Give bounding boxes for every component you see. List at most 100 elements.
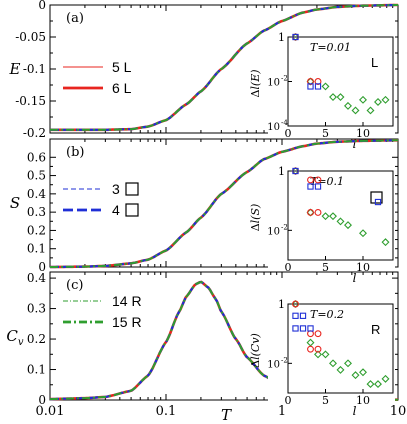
legend-label: 5 L: [112, 59, 132, 75]
panel-tag: (c): [66, 278, 83, 293]
panel-tag: (b): [66, 145, 84, 160]
inset-y-tick-label: 10: [267, 78, 280, 89]
y-tick-label: 0.3: [27, 205, 46, 219]
marker-red-circle: [314, 78, 322, 85]
marker-green-diamond: [314, 350, 322, 359]
marker-red-circle: [314, 345, 322, 353]
legend-label: 14 R: [112, 293, 142, 309]
marker-red-circle: [307, 176, 314, 184]
y-axis-label: E: [9, 60, 21, 78]
y-tick-label: -0.1: [23, 62, 46, 76]
marker-green-diamond: [374, 98, 382, 106]
y-tick-label: 0.1: [27, 242, 46, 256]
marker-red-circle: [292, 300, 299, 308]
marker-green-diamond: [344, 359, 352, 368]
marker-green-diamond: [351, 371, 360, 380]
y-tick-label: 0.3: [27, 302, 46, 316]
y-axis-label: S: [10, 194, 20, 212]
y-tick-label: 0.6: [27, 150, 46, 164]
inset-x-tick-label: 0: [285, 261, 292, 274]
inset-background: [268, 167, 395, 274]
inset-x-label: l: [353, 404, 357, 418]
marker-blue-square: [307, 325, 314, 332]
marker-blue-square: [314, 183, 322, 190]
marker-red-circle: [307, 345, 314, 353]
marker-green-diamond: [329, 93, 337, 102]
inset-y-tick-label: 1: [278, 165, 285, 178]
inset-y-tick-exponent: -2: [281, 75, 288, 83]
inset-y-label-rest: l(Cv): [249, 333, 262, 360]
marker-red-circle: [314, 209, 322, 216]
inset-x-tick-label: 5: [322, 394, 329, 407]
legend-label: 15 R: [112, 314, 142, 330]
marker-green-diamond: [351, 106, 360, 115]
marker-green-diamond: [374, 380, 382, 389]
marker-blue-square: [292, 325, 299, 332]
inset-y-tick-label: 1: [278, 31, 285, 44]
marker-blue-square: [292, 312, 299, 319]
x-axis-label: T: [221, 406, 232, 424]
inset-tag: L: [371, 55, 378, 70]
y-axis-label-subscript: v: [18, 337, 24, 348]
y-tick-label: 0.1: [27, 363, 46, 377]
legend-label: 3: [112, 181, 120, 197]
inset-y-tick-exponent: -2: [281, 356, 288, 364]
y-tick-label: 0: [38, 260, 46, 274]
inset-x-tick-label: 0: [285, 127, 292, 140]
y-tick-label: 0.2: [27, 223, 46, 237]
inset-x-tick-label: 10: [356, 394, 370, 407]
inset-x-label: l: [353, 271, 357, 285]
inset-y-label: Δl(S): [249, 204, 262, 232]
inset-frame: [287, 170, 394, 261]
legend-box-symbol: [125, 203, 139, 217]
marker-green-diamond: [381, 238, 390, 247]
series-line-green: [50, 4, 398, 131]
inset-y-label: Δl(E): [249, 69, 262, 97]
inset-y-label-rest: l(S): [249, 204, 262, 224]
inset-frame: [287, 303, 394, 394]
marker-blue-square: [299, 325, 307, 332]
y-tick-label: 0.5: [27, 169, 46, 183]
x-tick-label: 0.1: [156, 404, 177, 419]
inset-background: [268, 300, 395, 407]
marker-green-diamond: [336, 217, 345, 226]
marker-green-diamond: [321, 82, 330, 91]
inset-x-tick-label: 10: [356, 261, 370, 274]
legend-box-symbol: [125, 182, 139, 196]
inset-background: [268, 33, 395, 140]
inset-y-tick-label: 10: [267, 226, 280, 237]
inset-x-tick-label: 10: [356, 127, 370, 140]
marker-green-diamond: [336, 365, 345, 374]
y-tick-label: 0: [38, 0, 46, 12]
y-tick-label: 0: [38, 393, 46, 407]
inset-y-tick-exponent: -4: [281, 119, 288, 127]
marker-blue-square: [299, 312, 307, 319]
marker-green-diamond: [359, 95, 367, 104]
marker-blue-square: [292, 167, 299, 175]
marker-green-diamond: [366, 106, 375, 115]
y-tick-label: -0.05: [15, 30, 46, 44]
marker-green-diamond: [329, 212, 337, 221]
y-tick-label: 0.2: [27, 332, 46, 346]
inset-tag-box: [370, 191, 383, 204]
marker-blue-square: [307, 183, 314, 190]
inset-y-tick-exponent: -2: [281, 223, 288, 231]
series-line-green: [50, 139, 398, 268]
marker-red-circle: [314, 176, 322, 184]
inset-y-label-rest: l(E): [249, 69, 262, 89]
marker-blue-square: [307, 83, 314, 90]
marker-green-diamond: [336, 93, 345, 102]
inset-annotation: T=0.1: [310, 175, 344, 188]
marker-red-circle: [307, 209, 314, 216]
legend-label: 4: [112, 202, 120, 218]
marker-green-diamond: [344, 101, 352, 110]
inset-x-tick-label: 0: [285, 394, 292, 407]
inset-y-label: Δl(Cv): [249, 333, 262, 368]
inset-y-tick-label: 1: [278, 298, 285, 311]
